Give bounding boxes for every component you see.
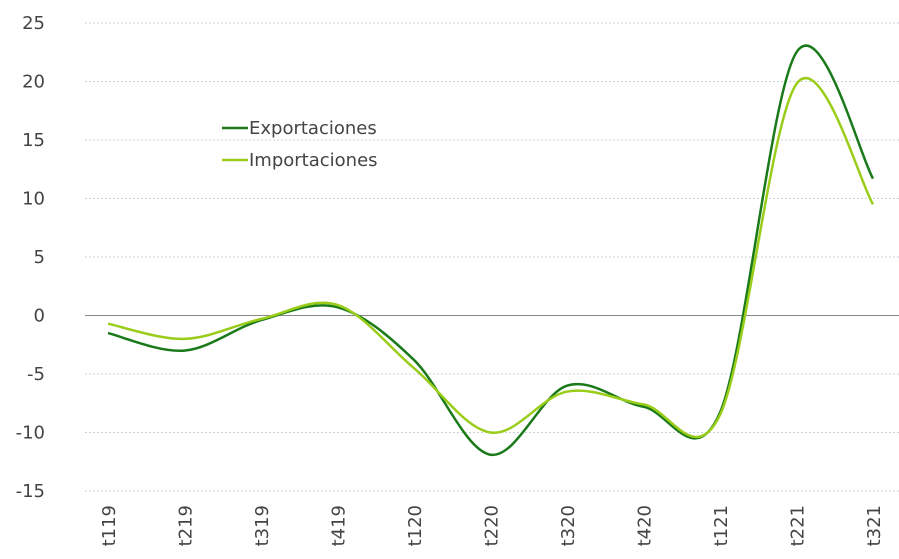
x-tick-label: t419 <box>329 505 350 546</box>
series-line <box>107 76 875 439</box>
legend-label: Exportaciones <box>249 118 377 139</box>
x-tick-label: t321 <box>864 505 885 546</box>
x-tick-label: t320 <box>558 505 579 546</box>
y-tick-label: -5 <box>27 364 45 385</box>
x-tick-label: t120 <box>405 505 426 546</box>
x-tick-label: t319 <box>252 505 273 546</box>
y-tick-label: -15 <box>16 481 45 502</box>
y-tick-label: 5 <box>34 247 45 268</box>
y-tick-label: 10 <box>22 189 45 210</box>
legend-label: Importaciones <box>249 150 378 171</box>
y-tick-label: 20 <box>22 72 45 93</box>
x-tick-label: t219 <box>176 505 197 546</box>
y-tick-label: 15 <box>22 130 45 151</box>
series-line <box>107 44 875 456</box>
x-tick-label: t221 <box>788 505 809 546</box>
x-tick-label: t420 <box>635 505 656 546</box>
x-tick-label: t119 <box>99 505 120 546</box>
x-tick-label: t121 <box>711 505 732 546</box>
y-tick-label: 25 <box>22 13 45 34</box>
y-tick-label: -10 <box>16 423 45 444</box>
y-tick-label: 0 <box>34 306 45 327</box>
x-tick-label: t220 <box>482 505 503 546</box>
